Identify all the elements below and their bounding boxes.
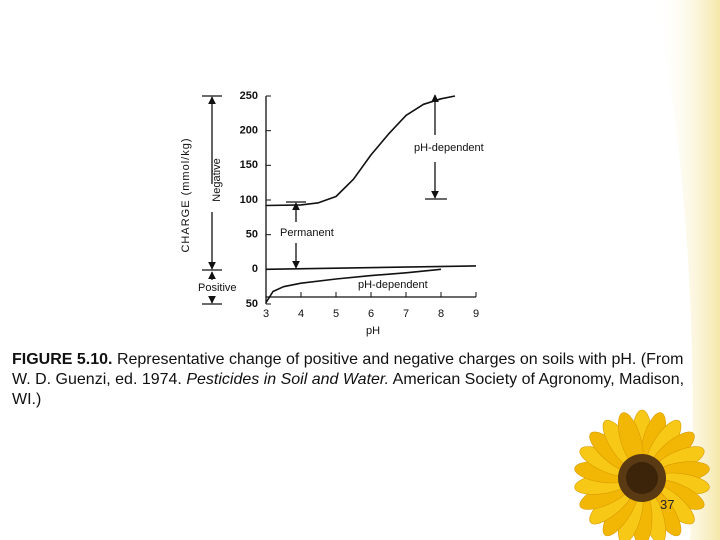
annotation: Positive [198,282,237,294]
y-tick-label: 50 [246,298,258,310]
sunflower [574,409,710,540]
x-tick-label: 6 [368,308,374,320]
figure-label: FIGURE 5.10. [12,351,113,368]
y-tick-label: 250 [240,90,258,102]
data-line [265,95,456,207]
y-tick-label: 0 [252,263,258,275]
annotation: Negative [211,158,223,201]
y-tick-label: 100 [240,194,258,206]
side-decoration [655,0,720,540]
annotation: pH-dependent [414,142,484,154]
y-tick-label: 50 [246,229,258,241]
x-tick-label: 8 [438,308,444,320]
caption-text: Representative change of positive and ne… [12,351,684,388]
annotation: Permanent [280,227,334,239]
x-tick-label: 5 [333,308,339,320]
annotation: pH-dependent [358,279,428,291]
x-tick-label: 3 [263,308,269,320]
flower-center [626,462,658,494]
caption: FIGURE 5.10. Representative change of po… [12,350,702,410]
x-tick-label: 9 [473,308,479,320]
caption-text: American Society of Agronomy, Madison, W… [12,371,685,408]
data-line [265,265,477,271]
caption-italic: Pesticides in Soil and Water. [186,371,390,388]
x-axis-label: pH [366,325,380,337]
annotation-arrows [202,94,447,305]
page-number: 37 [660,497,675,512]
y-tick-label: 200 [240,125,258,137]
x-tick-label: 4 [298,308,304,320]
y-tick-label: 150 [240,159,258,171]
y-axis-label: CHARGE (mmol/kg) [180,137,192,252]
data-line [265,268,442,304]
x-tick-label: 7 [403,308,409,320]
